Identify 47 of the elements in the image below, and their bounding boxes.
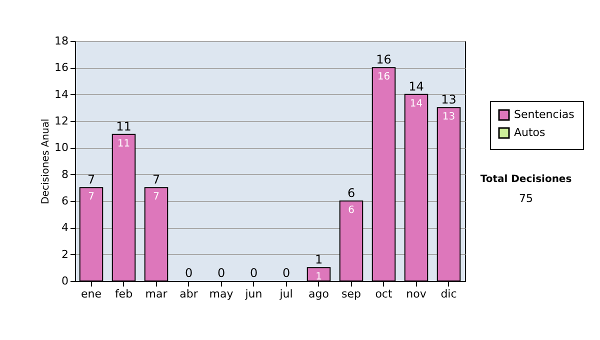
data-label: 6 bbox=[348, 205, 354, 216]
data-label: 7 bbox=[153, 192, 160, 203]
y-tick-label: 10 bbox=[54, 141, 68, 154]
text: 75 bbox=[519, 192, 533, 205]
total-label: 16 bbox=[376, 52, 392, 67]
x-tick-label: may bbox=[209, 288, 234, 300]
y-tick-label: 0 bbox=[62, 274, 68, 288]
total-label: 0 bbox=[184, 266, 193, 280]
data-label: 1 bbox=[316, 272, 322, 283]
x-tick-label: feb bbox=[114, 288, 133, 300]
y-tick-label: 14 bbox=[54, 88, 68, 101]
total-label: 13 bbox=[441, 92, 456, 107]
text: Total Decisiones bbox=[480, 174, 572, 185]
total-label: 0 bbox=[282, 266, 290, 280]
x-tick-label: nov bbox=[406, 288, 427, 300]
x-tick-label: abr bbox=[180, 288, 198, 300]
data-label: 14 bbox=[410, 98, 423, 110]
y-tick-label: 16 bbox=[54, 61, 68, 74]
y-tick-label: 12 bbox=[54, 114, 68, 128]
y-tick-label: 6 bbox=[62, 194, 68, 208]
legend-label: Autos bbox=[514, 126, 546, 139]
x-tick-label: dic bbox=[440, 288, 457, 300]
total-label: 7 bbox=[87, 172, 96, 187]
total-label: 11 bbox=[116, 119, 132, 134]
x-tick-label: sep bbox=[342, 288, 362, 300]
data-label: 7 bbox=[88, 192, 94, 203]
x-tick-label: jun bbox=[244, 288, 262, 300]
y-axis-title: Decisiones Anual bbox=[40, 118, 52, 204]
y-tick-label: 18 bbox=[54, 34, 68, 48]
x-tick-label: oct bbox=[375, 288, 393, 300]
x-tick-label: ene bbox=[80, 288, 102, 300]
data-label: 11 bbox=[117, 138, 130, 150]
y-tick-label: 2 bbox=[62, 248, 68, 261]
total-label: 6 bbox=[347, 186, 356, 200]
y-tick-label: 8 bbox=[62, 168, 68, 181]
x-tick-label: jul bbox=[278, 288, 293, 300]
total-label: 0 bbox=[217, 266, 226, 280]
data-label: 13 bbox=[442, 112, 456, 123]
x-tick-label: ago bbox=[308, 288, 330, 300]
y-tick-label: 4 bbox=[62, 221, 68, 234]
total-label: 14 bbox=[408, 79, 424, 94]
total-label: 7 bbox=[152, 172, 160, 187]
total-label: 1 bbox=[314, 252, 323, 267]
legend-label: Sentencias bbox=[514, 108, 575, 121]
x-tick-label: mar bbox=[145, 288, 168, 300]
data-label: 16 bbox=[377, 72, 390, 83]
total-label: 0 bbox=[250, 266, 258, 280]
